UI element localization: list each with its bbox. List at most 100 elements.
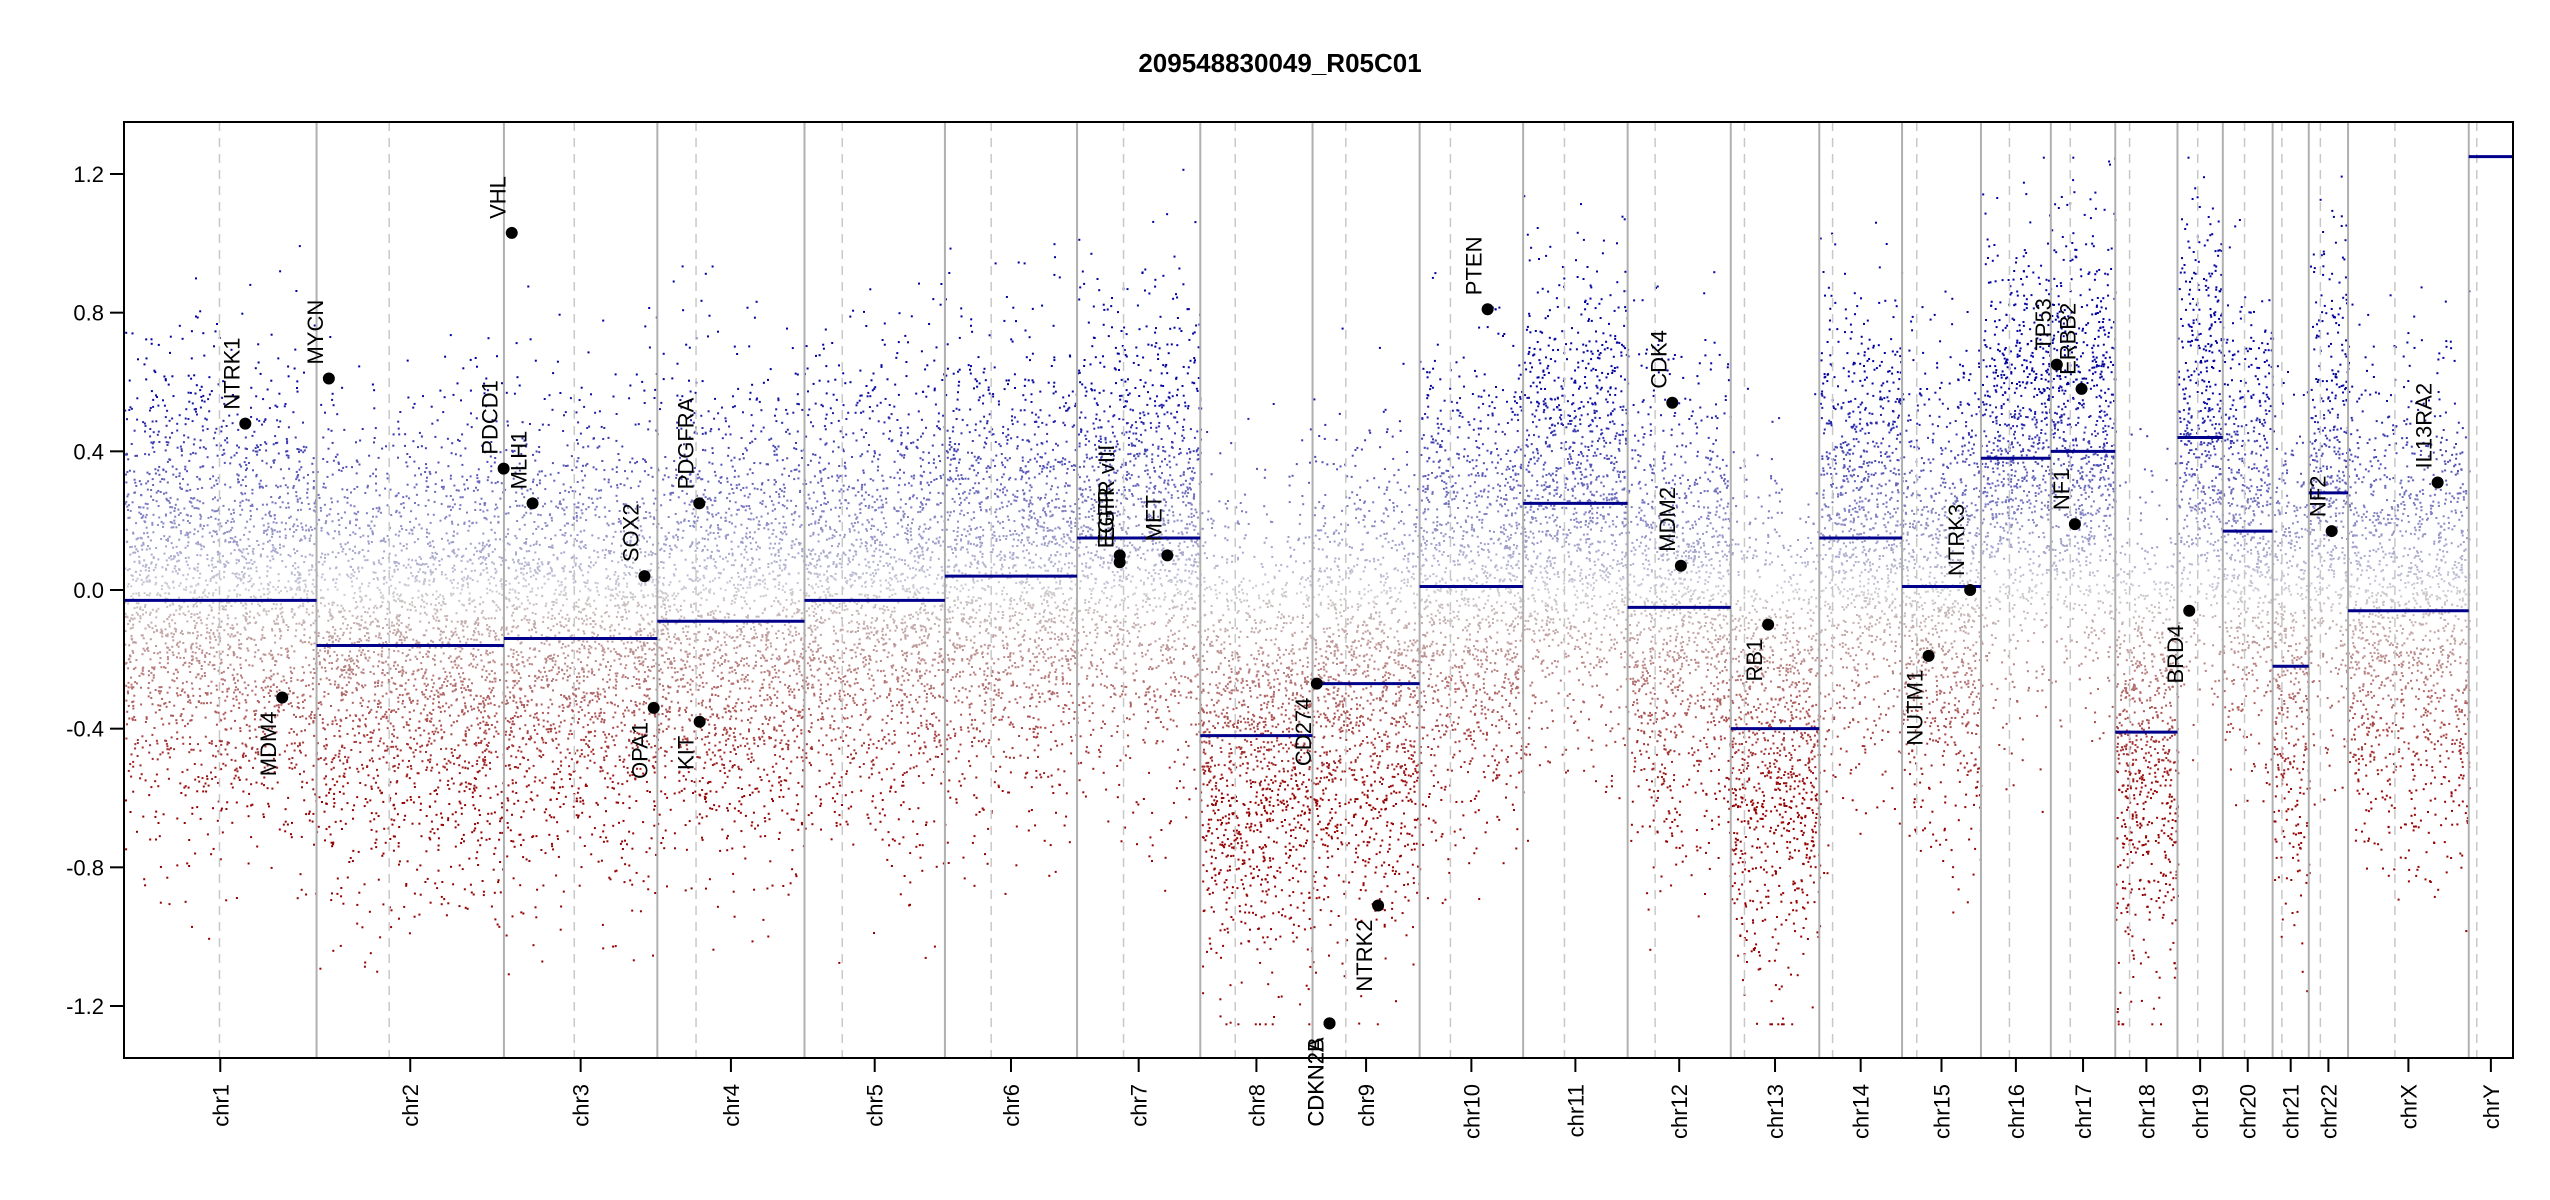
probe-point: [275, 608, 277, 610]
probe-point: [203, 525, 205, 527]
probe-point: [132, 618, 134, 620]
probe-point: [206, 652, 208, 654]
probe-point: [289, 528, 291, 530]
probe-point: [176, 656, 178, 658]
probe-point: [234, 720, 236, 722]
probe-point: [153, 677, 155, 679]
probe-point: [146, 357, 148, 359]
probe-point: [204, 595, 206, 597]
probe-point: [236, 593, 238, 595]
probe-point: [194, 627, 196, 629]
probe-point: [247, 553, 249, 555]
probe-point: [197, 530, 199, 532]
probe-point: [241, 509, 243, 511]
probe-point: [127, 458, 129, 460]
probe-point: [162, 724, 164, 726]
probe-point: [139, 606, 141, 608]
probe-point: [150, 658, 152, 660]
probe-point: [239, 691, 241, 693]
probe-point: [313, 642, 315, 644]
probe-point: [297, 897, 299, 899]
probe-point: [144, 520, 146, 522]
probe-point: [225, 605, 227, 607]
probe-point: [312, 583, 314, 585]
probe-point: [135, 580, 137, 582]
probe-point: [149, 614, 151, 616]
probe-point: [169, 625, 171, 627]
probe-point: [202, 528, 204, 530]
probe-point: [313, 457, 315, 459]
probe-point: [132, 332, 134, 334]
probe-point: [276, 406, 278, 408]
probe-point: [163, 621, 165, 623]
probe-point: [142, 747, 144, 749]
probe-point: [213, 567, 215, 569]
probe-point: [244, 682, 246, 684]
probe-point: [166, 606, 168, 608]
probe-point: [250, 505, 252, 507]
probe-point: [139, 574, 141, 576]
probe-point: [293, 714, 295, 716]
probe-point: [174, 565, 176, 567]
probe-point: [172, 639, 174, 641]
probe-point: [158, 441, 160, 443]
probe-point: [310, 526, 312, 528]
probe-point: [138, 556, 140, 558]
probe-point: [126, 541, 128, 543]
probe-point: [162, 526, 164, 528]
probe-point: [312, 788, 314, 790]
probe-point: [175, 630, 177, 632]
probe-point: [222, 651, 224, 653]
probe-point: [165, 515, 167, 517]
probe-point: [140, 687, 142, 689]
probe-point: [263, 543, 265, 545]
probe-point: [125, 501, 127, 503]
probe-point: [263, 784, 265, 786]
probe-point: [131, 546, 133, 548]
probe-point: [224, 439, 226, 441]
probe-point: [263, 588, 265, 590]
probe-point: [138, 594, 140, 596]
probe-point: [147, 545, 149, 547]
probe-point: [210, 638, 212, 640]
probe-point: [301, 555, 303, 557]
probe-point: [169, 352, 171, 354]
probe-point: [216, 689, 218, 691]
probe-point: [173, 520, 175, 522]
probe-point: [142, 565, 144, 567]
probe-point: [157, 592, 159, 594]
probe-point: [296, 623, 298, 625]
probe-point: [255, 447, 257, 449]
probe-point: [138, 602, 140, 604]
probe-point: [186, 532, 188, 534]
probe-point: [251, 690, 253, 692]
probe-point: [153, 652, 155, 654]
probe-point: [186, 561, 188, 563]
probe-point: [248, 863, 250, 865]
probe-point: [243, 718, 245, 720]
probe-point: [303, 634, 305, 636]
probe-point: [236, 573, 238, 575]
probe-point: [225, 522, 227, 524]
probe-point: [193, 533, 195, 535]
probe-point: [132, 766, 134, 768]
probe-point: [151, 522, 153, 524]
probe-point: [299, 750, 301, 752]
probe-point: [305, 685, 307, 687]
probe-point: [297, 566, 299, 568]
probe-point: [155, 420, 157, 422]
probe-point: [129, 568, 131, 570]
probe-point: [303, 672, 305, 674]
probe-point: [249, 611, 251, 613]
probe-point: [159, 651, 161, 653]
probe-point: [206, 554, 208, 556]
probe-point: [204, 589, 206, 591]
probe-point: [203, 355, 205, 357]
probe-point: [282, 501, 284, 503]
probe-point: [182, 771, 184, 773]
probe-point: [306, 608, 308, 610]
probe-point: [309, 540, 311, 542]
probe-point: [206, 778, 208, 780]
probe-point: [291, 836, 293, 838]
probe-point: [269, 695, 271, 697]
